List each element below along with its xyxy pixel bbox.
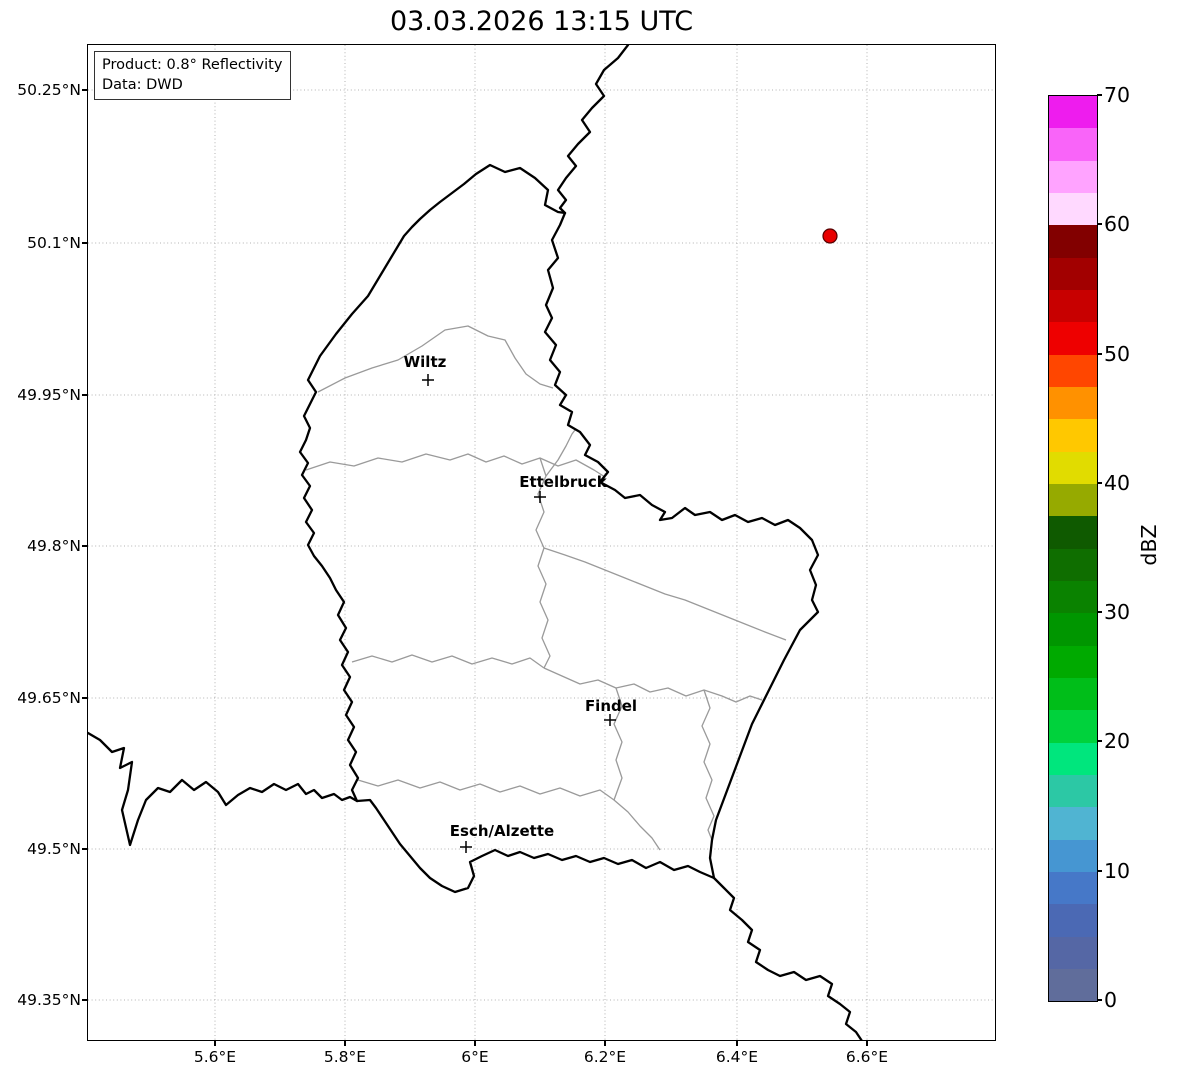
axis-tick (82, 545, 87, 547)
axis-tick (736, 1041, 738, 1046)
canton-borders (305, 325, 787, 851)
colorbar-unit-label: dBZ (1137, 524, 1161, 566)
colorbar-band (1049, 904, 1097, 937)
colorbar-band (1049, 645, 1097, 678)
axis-tick (82, 848, 87, 850)
colorbar-tick-label: 40 (1104, 471, 1131, 495)
colorbar-band (1049, 322, 1097, 355)
colorbar-band (1049, 257, 1097, 290)
axis-tick (82, 89, 87, 91)
y-axis-tick-label: 49.35°N (17, 991, 81, 1009)
x-axis-tick-label: 6.6°E (845, 1048, 889, 1066)
colorbar-band (1049, 968, 1097, 1002)
colorbar-tick-label: 20 (1104, 729, 1131, 753)
info-product-line: Product: 0.8° Reflectivity (102, 57, 283, 73)
colorbar-band (1049, 548, 1097, 581)
colorbar-band (1049, 742, 1097, 775)
x-axis-tick-label: 6.2°E (583, 1048, 627, 1066)
city-marker-findel (604, 714, 616, 726)
colorbar-band (1049, 774, 1097, 808)
city-markers (422, 374, 616, 853)
x-axis-tick-label: 6.4°E (715, 1048, 759, 1066)
country-borders (88, 45, 863, 1040)
axis-tick (1097, 870, 1102, 872)
colorbar-band (1049, 160, 1097, 193)
axis-tick (82, 394, 87, 396)
x-axis-tick-label: 6°E (461, 1048, 489, 1066)
axis-tick (1097, 611, 1102, 613)
axis-tick (1097, 999, 1102, 1001)
colorbar-band (1049, 96, 1097, 129)
axis-tick (1097, 223, 1102, 225)
y-axis-tick-label: 49.95°N (17, 386, 81, 404)
axis-tick (1097, 353, 1102, 355)
france-germany-border (712, 876, 863, 1040)
colorbar-band (1049, 483, 1097, 517)
colorbar-band (1049, 871, 1097, 905)
colorbar-tick-label: 70 (1104, 83, 1131, 107)
axis-tick (82, 999, 87, 1001)
y-axis-tick-label: 49.5°N (27, 840, 81, 858)
graticule-grid (88, 45, 995, 1040)
axis-tick (866, 1041, 868, 1046)
y-axis-tick-label: 50.1°N (27, 234, 81, 252)
city-marker-esch-alzette (460, 841, 472, 853)
page-title: 03.03.2026 13:15 UTC (389, 6, 694, 37)
colorbar-band (1049, 936, 1097, 969)
axis-tick (344, 1041, 346, 1046)
axis-tick (1097, 740, 1102, 742)
plot-frame (87, 44, 996, 1041)
colorbar-band (1049, 289, 1097, 323)
x-axis-tick-label: 5.8°E (323, 1048, 367, 1066)
colorbar-band (1049, 128, 1097, 161)
luxembourg-border (298, 163, 820, 894)
axis-tick (474, 1041, 476, 1046)
city-marker-wiltz (422, 374, 434, 386)
city-marker-ettelbruck (534, 491, 546, 503)
radar-echo-dot (822, 228, 838, 244)
axis-tick (1097, 482, 1102, 484)
y-axis-tick-label: 49.65°N (17, 689, 81, 707)
colorbar-tick-label: 30 (1104, 600, 1131, 624)
city-label-esch-alzette: Esch/Alzette (450, 822, 554, 840)
colorbar-tick-label: 50 (1104, 342, 1131, 366)
colorbar-band (1049, 580, 1097, 614)
colorbar-band (1049, 613, 1097, 646)
belgium-germany-border (556, 45, 630, 215)
y-axis-tick-label: 50.25°N (17, 81, 81, 99)
axis-tick (1097, 94, 1102, 96)
france-belgium-border (88, 731, 359, 847)
info-source-line: Data: DWD (102, 77, 183, 93)
axis-tick (82, 242, 87, 244)
colorbar-band (1049, 677, 1097, 711)
axis-tick (604, 1041, 606, 1046)
x-axis-tick-label: 5.6°E (193, 1048, 237, 1066)
info-box: Product: 0.8° Reflectivity Data: DWD (94, 51, 292, 100)
colorbar-tick-label: 60 (1104, 212, 1131, 236)
colorbar-band (1049, 225, 1097, 258)
map-plot: Wiltz Ettelbruck Findel Esch/Alzette (88, 45, 995, 1040)
colorbar-band (1049, 419, 1097, 452)
axis-tick (82, 697, 87, 699)
city-label-wiltz: Wiltz (404, 353, 447, 371)
colorbar-band (1049, 192, 1097, 226)
colorbar-band (1049, 710, 1097, 743)
colorbar-band (1049, 516, 1097, 549)
colorbar-band (1049, 807, 1097, 840)
city-label-findel: Findel (585, 697, 637, 715)
colorbar-band (1049, 839, 1097, 872)
colorbar-swatches (1048, 95, 1098, 1002)
axis-tick (214, 1041, 216, 1046)
colorbar-band (1049, 386, 1097, 420)
y-axis-tick-label: 49.8°N (27, 537, 81, 555)
colorbar-band (1049, 354, 1097, 387)
city-label-ettelbruck: Ettelbruck (519, 473, 608, 491)
colorbar-band (1049, 451, 1097, 484)
colorbar-tick-label: 0 (1104, 988, 1118, 1012)
colorbar-tick-label: 10 (1104, 859, 1131, 883)
